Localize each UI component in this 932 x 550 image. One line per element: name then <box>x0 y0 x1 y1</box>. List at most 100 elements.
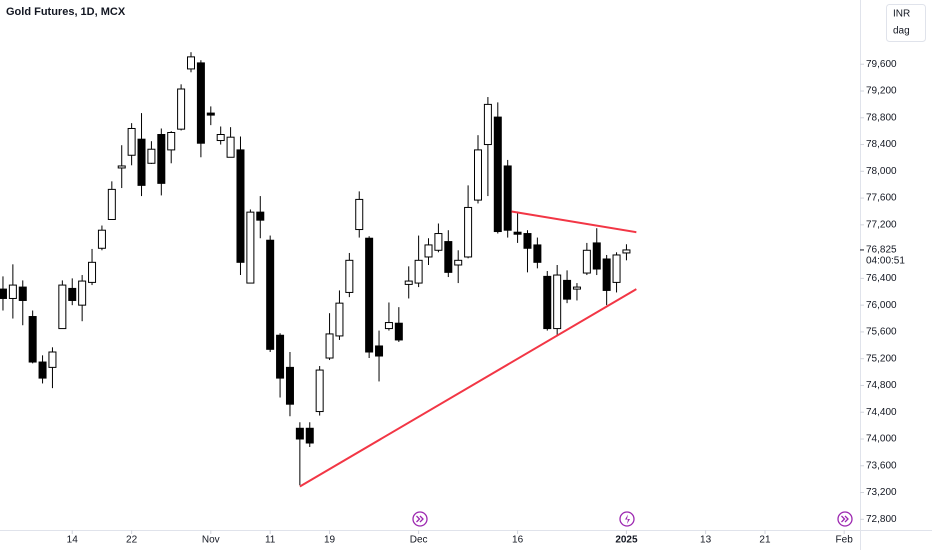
candle-body <box>503 165 512 231</box>
x-tick-label: 16 <box>512 535 524 546</box>
candle-body <box>196 62 205 144</box>
x-tick-label: 21 <box>759 535 771 546</box>
candle-body <box>68 287 77 301</box>
candle-body <box>424 244 433 258</box>
candle-body <box>434 233 443 251</box>
candle-body <box>48 351 57 368</box>
candle-body <box>187 56 196 70</box>
candle-body <box>167 132 176 151</box>
x-tick-label: Feb <box>836 535 854 546</box>
candle-body <box>97 229 106 249</box>
y-tick-label: 78,000 <box>866 166 897 177</box>
candle-body <box>602 258 611 291</box>
candle-body <box>464 206 473 258</box>
y-tick-label: 73,600 <box>866 460 897 471</box>
y-tick-label: 78,400 <box>866 139 897 150</box>
countdown: 04:00:51 <box>866 256 905 267</box>
candle-body <box>157 134 166 184</box>
candle-body <box>315 369 324 413</box>
candle-body <box>246 211 255 284</box>
y-tick-label: 79,200 <box>866 86 897 97</box>
candle-body <box>612 254 621 283</box>
candle-body <box>473 149 482 201</box>
candle-body <box>384 322 393 330</box>
candle-body <box>18 286 27 301</box>
trendline <box>299 288 637 488</box>
event-icon[interactable] <box>619 511 635 527</box>
chart-title: Gold Futures, 1D, MCX <box>6 6 126 18</box>
y-tick-label: 77,600 <box>866 193 897 204</box>
candle-body <box>365 237 374 353</box>
candle-body <box>276 334 285 379</box>
x-tick-label: Dec <box>410 535 428 546</box>
candle-body <box>513 231 522 235</box>
candle-body <box>483 103 492 146</box>
candle-body <box>444 241 453 273</box>
x-tick-label: 13 <box>700 535 712 546</box>
candle-body <box>127 127 136 156</box>
y-tick-label: 73,200 <box>866 487 897 498</box>
currency: INR <box>893 9 910 20</box>
y-tick-label: 79,600 <box>866 59 897 70</box>
candle-body <box>256 211 265 221</box>
candle-body <box>355 198 364 231</box>
candle-body <box>177 88 186 130</box>
y-tick-label: 74,000 <box>866 434 897 445</box>
y-tick-label: 72,800 <box>866 514 897 525</box>
candle-body <box>414 259 423 284</box>
candle-body <box>335 302 344 337</box>
candle-body <box>622 249 631 254</box>
candle-body <box>88 261 97 283</box>
candle-body <box>8 284 17 299</box>
candle-body <box>375 345 384 357</box>
candle-body <box>147 148 156 164</box>
candle-body <box>533 244 542 263</box>
candle-body <box>394 322 403 341</box>
candle-body <box>206 112 215 116</box>
candle-body <box>38 361 47 379</box>
x-tick-label: 22 <box>126 535 138 546</box>
x-tick-label: 2025 <box>615 535 638 546</box>
candle-body <box>137 138 146 186</box>
candle-body <box>572 286 581 290</box>
x-tick-label: 11 <box>265 535 276 546</box>
candle-body <box>325 333 334 359</box>
candle-body <box>266 239 275 350</box>
unit: dag <box>893 26 910 37</box>
candle-body <box>404 280 413 285</box>
candle-body <box>305 427 314 444</box>
candle-body <box>0 288 7 299</box>
trendline <box>511 210 637 234</box>
candle-body <box>216 134 225 142</box>
candle-body <box>553 274 562 330</box>
currency-box[interactable] <box>886 4 926 42</box>
x-tick-label: 19 <box>324 535 336 546</box>
candle-body <box>58 284 67 330</box>
candle-body <box>563 279 572 300</box>
y-tick-label: 74,400 <box>866 407 897 418</box>
candle-body <box>493 116 502 233</box>
candle-body <box>582 249 591 274</box>
candle-body <box>107 188 116 220</box>
candle-body <box>523 233 532 249</box>
y-tick-label: 76,000 <box>866 300 897 311</box>
candle-body <box>236 149 245 263</box>
event-icon[interactable] <box>412 511 428 527</box>
candle-body <box>345 259 354 293</box>
candle-body <box>28 316 37 363</box>
y-tick-label: 78,800 <box>866 112 897 123</box>
x-tick-label: Nov <box>202 535 220 546</box>
candle-body <box>117 165 126 169</box>
candle-body <box>454 259 463 266</box>
y-tick-label: 75,200 <box>866 353 897 364</box>
y-tick-label: 76,400 <box>866 273 897 284</box>
candle-body <box>226 136 235 158</box>
candle-body <box>592 242 601 270</box>
y-tick-label: 77,200 <box>866 219 897 230</box>
candle-body <box>295 427 304 440</box>
candle-body <box>543 275 552 330</box>
candle-body <box>78 280 87 306</box>
event-icon[interactable] <box>837 511 853 527</box>
y-tick-label: 74,800 <box>866 380 897 391</box>
